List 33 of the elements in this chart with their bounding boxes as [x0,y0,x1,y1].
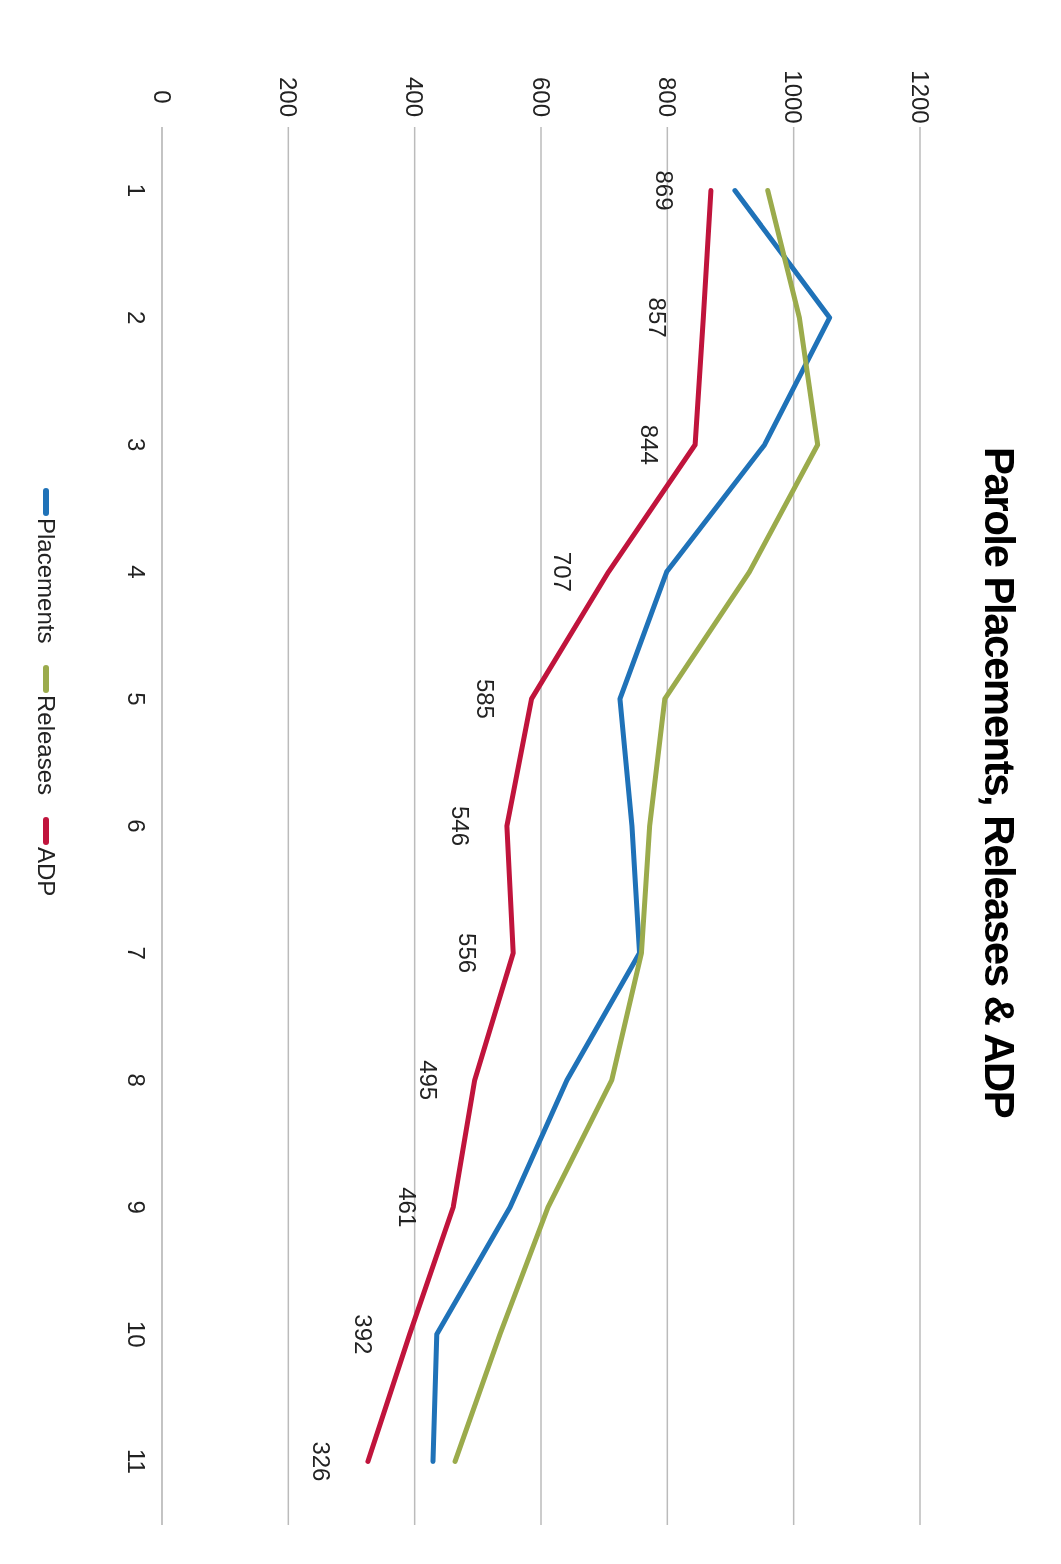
y-tick-label: 6 [122,819,150,833]
data-label: 869 [651,170,679,211]
data-label: 326 [308,1441,336,1482]
data-label: 585 [472,678,500,719]
y-tick-label: 11 [122,1448,150,1474]
data-label: 707 [549,551,577,592]
data-label: 495 [415,1060,443,1101]
y-tick-label: 5 [122,692,150,706]
legend-label: Placements [32,518,60,644]
data-label: 461 [393,1187,421,1228]
y-tick-label: 1 [122,183,150,198]
text: Parole Placements, Releases & ADP [975,446,1023,1118]
data-label: 844 [635,424,663,465]
x-tick-label: 200 [274,76,302,118]
x-tick-label: 800 [653,76,681,118]
data-label: 857 [643,297,671,338]
x-tick-label: 600 [527,76,555,118]
y-tick-label: 4 [122,565,150,579]
y-tick-label: 2 [122,310,150,325]
y-tick-label: 9 [122,1200,150,1214]
data-label: 556 [453,933,481,974]
data-label: 546 [447,805,475,847]
y-tick-label: 8 [122,1073,150,1087]
x-tick-label: 1200 [906,70,934,124]
legend-label: Releases [32,695,60,796]
x-tick-label: 1000 [780,70,808,124]
y-tick-label: 3 [122,438,150,452]
y-tick-label: 7 [122,946,150,960]
data-label: 392 [350,1314,378,1355]
x-tick-label: 0 [148,90,176,104]
y-tick-label: 10 [122,1321,150,1348]
x-tick-label: 400 [401,76,429,118]
legend-label: ADP [32,847,60,897]
